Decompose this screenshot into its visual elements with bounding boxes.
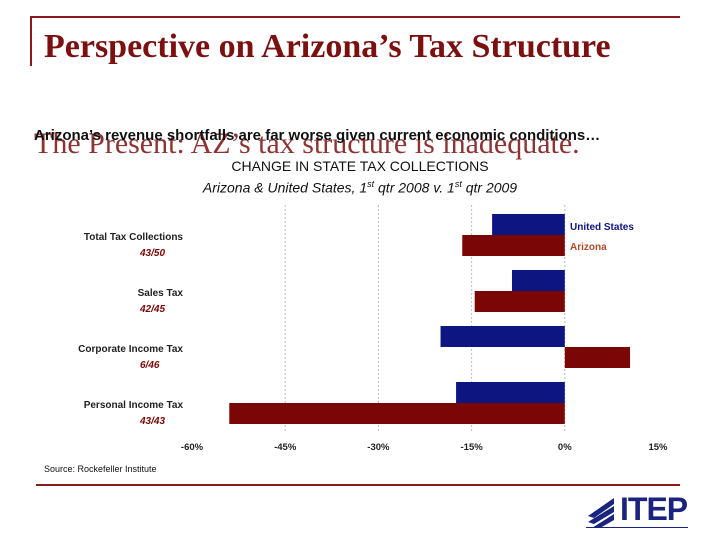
bar-arizona [229, 403, 565, 424]
chart-subtitle: Arizona & United States, 1st qtr 2008 v.… [202, 179, 518, 196]
x-tick-label: -60% [181, 442, 204, 453]
bar-united-states [492, 214, 565, 235]
rank-label: 6/46 [140, 360, 160, 371]
bar-arizona [474, 291, 565, 312]
itep-logo-icon [586, 498, 688, 528]
x-tick-label: -15% [461, 442, 484, 453]
subtitle-serif: The Present: AZ’s tax structure is inade… [34, 127, 580, 160]
left-border [30, 16, 32, 66]
bar-united-states [456, 382, 565, 403]
category-label: Personal Income Tax [84, 400, 184, 411]
bar-united-states [511, 270, 565, 291]
x-tick-label: 0% [558, 442, 572, 453]
source-note: Source: Rockefeller Institute [44, 464, 157, 474]
x-tick-label: -30% [367, 442, 390, 453]
bar-united-states [440, 326, 565, 347]
legend-united-states: United States [570, 222, 634, 233]
top-border [30, 16, 680, 18]
category-label: Corporate Income Tax [78, 344, 183, 355]
bottom-border [36, 484, 680, 486]
rank-label: 43/43 [139, 416, 165, 427]
rank-label: 42/45 [139, 304, 165, 315]
x-tick-label: -45% [274, 442, 297, 453]
rank-label: 43/50 [139, 248, 165, 259]
logo-text: ITEP [620, 491, 688, 527]
category-label: Total Tax Collections [84, 232, 184, 243]
slide-title: Perspective on Arizona’s Tax Structure [44, 28, 611, 65]
x-tick-label: 15% [648, 442, 668, 453]
subtitle-overlay: Arizona’s revenue shortfalls are far wor… [34, 127, 601, 144]
bar-arizona [462, 235, 565, 256]
bar-arizona [564, 347, 631, 368]
legend-arizona: Arizona [570, 242, 607, 253]
chart-title: CHANGE IN STATE TAX COLLECTIONS [231, 158, 489, 174]
category-label: Sales Tax [138, 288, 184, 299]
